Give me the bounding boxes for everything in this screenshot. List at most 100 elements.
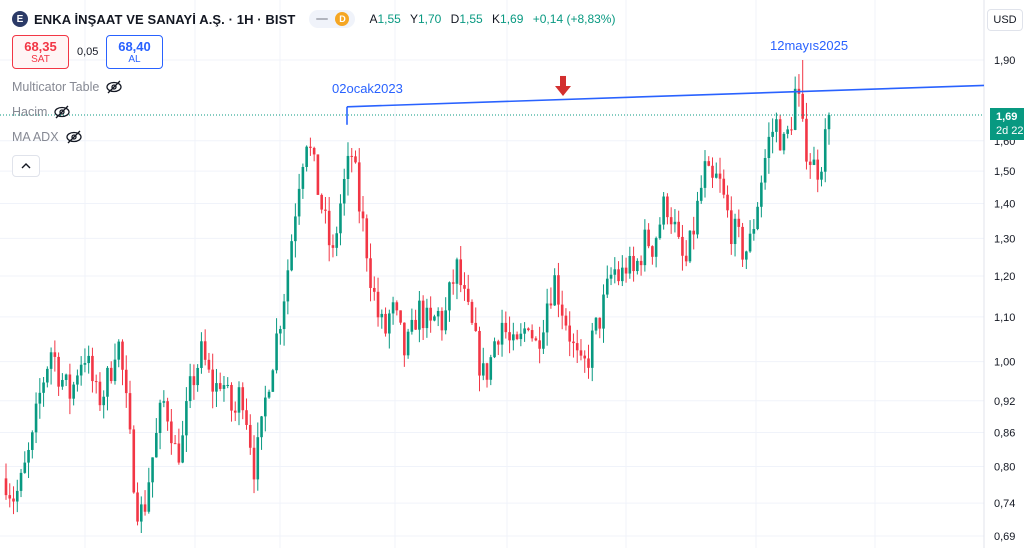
candle-body — [692, 230, 696, 235]
candle-body — [421, 300, 425, 329]
eye-slash-icon[interactable] — [53, 105, 71, 119]
price-tick-label: 1,40 — [994, 199, 1015, 211]
price-tick-label: 1,30 — [994, 233, 1015, 245]
candle-body — [673, 221, 677, 225]
candle-body — [215, 383, 218, 392]
candle-body — [151, 457, 154, 483]
price-tick-label: 0,86 — [994, 428, 1015, 440]
price-tick-label: 0,92 — [994, 396, 1015, 408]
candle-body — [583, 355, 587, 359]
candle-body — [508, 332, 511, 341]
candle-body — [64, 374, 68, 380]
candle-body — [305, 146, 308, 167]
candle-body — [320, 194, 323, 210]
candle-body — [342, 179, 346, 204]
candle-body — [703, 161, 707, 188]
candle-body — [820, 171, 823, 180]
candle-body — [549, 303, 553, 306]
candle-body — [166, 401, 169, 422]
candle-body — [143, 504, 147, 512]
candle-body — [763, 158, 767, 183]
candle-body — [767, 136, 771, 159]
candle-body — [684, 255, 688, 262]
candle-body — [286, 270, 290, 302]
candle-body — [388, 313, 391, 334]
candle-body — [534, 338, 538, 341]
candle-body — [587, 358, 590, 368]
candle-body — [470, 301, 474, 323]
candle-body — [654, 238, 658, 257]
candle-body — [109, 367, 113, 382]
candle-body — [365, 218, 369, 259]
candle-body — [42, 382, 45, 393]
down-arrow-icon[interactable] — [555, 75, 571, 96]
candle-body — [778, 119, 782, 151]
candle-body — [279, 329, 282, 334]
candle-body — [207, 359, 211, 370]
last-price: 1,69 — [996, 111, 1018, 123]
candle-body — [598, 317, 602, 329]
price-tick-label: 1,90 — [994, 55, 1015, 67]
candle-body — [489, 357, 493, 380]
candle-body — [139, 504, 143, 522]
candle-body — [267, 391, 271, 398]
candle-body — [575, 343, 579, 351]
indicator-ma-adx[interactable]: MA ADX — [12, 130, 83, 144]
trend-line[interactable] — [346, 84, 985, 108]
candle-body — [527, 328, 530, 331]
collapse-indicators-button[interactable] — [12, 155, 40, 177]
candle-body — [500, 322, 504, 345]
candle-body — [117, 341, 121, 360]
candle-body — [218, 383, 222, 389]
candle-body — [733, 218, 737, 245]
indicator-multicator-table[interactable]: Multicator Table — [12, 80, 123, 94]
currency-button[interactable]: USD — [987, 9, 1023, 31]
candle-body — [677, 221, 680, 237]
candle-body — [354, 156, 357, 163]
candle-body — [496, 341, 500, 345]
candle-body — [61, 379, 64, 387]
candle-body — [264, 397, 267, 417]
eye-slash-icon[interactable] — [65, 130, 83, 144]
buy-button[interactable]: 68,40 AL — [106, 35, 163, 69]
chart-header: E ENKA İNŞAAT VE SANAYİ A.Ş. · 1H · BIST… — [12, 9, 615, 29]
candle-body — [459, 259, 463, 286]
symbol-logo: E — [12, 11, 28, 27]
candle-body — [602, 294, 605, 329]
annotation-label-start[interactable]: 02ocak2023 — [332, 81, 403, 96]
eye-slash-icon[interactable] — [105, 80, 123, 94]
sell-button[interactable]: 68,35 SAT — [12, 35, 69, 69]
candle-body — [613, 269, 617, 275]
candle-body — [256, 437, 260, 480]
candle-body — [177, 443, 181, 463]
candle-body — [808, 161, 812, 165]
symbol-title[interactable]: ENKA İNŞAAT VE SANAYİ A.Ş. · 1H · BIST — [34, 11, 296, 27]
ohlc-high: 1,70 — [417, 12, 442, 26]
candle-body — [542, 332, 545, 349]
candle-body — [316, 154, 320, 195]
indicator-hacim[interactable]: Hacim — [12, 105, 71, 119]
candle-body — [463, 285, 466, 289]
candle-body — [170, 421, 173, 444]
candle-body — [128, 393, 132, 430]
visibility-pill[interactable]: D — [309, 10, 356, 28]
candle-body — [297, 188, 301, 217]
candle-body — [636, 260, 639, 272]
candle-body — [380, 313, 384, 318]
annotation-label-end[interactable]: 12mayıs2025 — [770, 38, 848, 53]
ohlc-high-key: Y — [409, 12, 418, 26]
candle-body — [410, 319, 414, 332]
candle-body — [113, 359, 117, 382]
candle-body — [106, 367, 109, 397]
candle-body — [786, 129, 789, 134]
candle-body — [121, 341, 124, 370]
candle-body — [605, 278, 609, 295]
candle-body — [651, 246, 654, 257]
candle-body — [564, 315, 568, 326]
candle-body — [440, 310, 444, 331]
price-tick-label: 0,80 — [994, 461, 1015, 473]
price-tick-label: 0,69 — [994, 531, 1015, 543]
candle-body — [771, 131, 774, 137]
candle-body — [155, 432, 158, 458]
